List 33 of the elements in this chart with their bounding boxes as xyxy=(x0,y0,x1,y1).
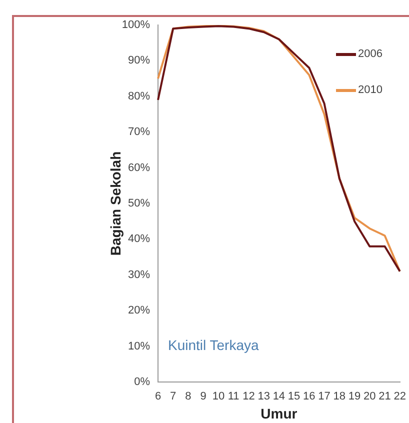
x-tick-label: 10 xyxy=(212,390,225,403)
x-tick-label: 16 xyxy=(303,390,316,403)
y-tick-label: 80% xyxy=(128,90,150,102)
legend-label: 2010 xyxy=(358,84,382,96)
x-tick-label: 7 xyxy=(170,390,176,403)
x-tick-label: 13 xyxy=(258,390,270,403)
annotation: Kuintil Terkaya xyxy=(168,337,259,354)
legend-label: 2006 xyxy=(358,48,382,60)
x-tick-label: 22 xyxy=(394,390,406,403)
x-tick-label: 14 xyxy=(272,390,286,403)
y-tick-label: 60% xyxy=(128,162,150,174)
y-tick-label: 10% xyxy=(128,340,150,352)
y-tick-label: 20% xyxy=(128,304,150,317)
y-tick-label: 70% xyxy=(128,126,150,138)
x-tick-label: 15 xyxy=(288,390,300,403)
x-tick-label: 8 xyxy=(185,390,192,403)
y-tick-label: 30% xyxy=(128,268,150,281)
y-tick-label: 50% xyxy=(128,198,150,210)
y-axis-title: Bagian Sekolah xyxy=(107,151,124,256)
x-tick-label: 12 xyxy=(242,390,255,403)
x-tick-label: 11 xyxy=(228,390,240,403)
x-tick-label: 21 xyxy=(378,390,391,403)
y-tick-label: 0% xyxy=(134,376,150,388)
y-tick-label: 100% xyxy=(122,19,150,32)
x-tick-label: 6 xyxy=(154,390,162,403)
x-tick-label: 18 xyxy=(333,390,346,403)
y-tick-label: 40% xyxy=(128,233,150,246)
x-axis-title: Umur xyxy=(260,405,298,422)
x-tick-label: 20 xyxy=(364,390,376,403)
y-tick-label: 90% xyxy=(128,54,150,67)
x-tick-label: 19 xyxy=(348,390,361,403)
x-tick-label: 9 xyxy=(200,390,206,403)
x-tick-label: 17 xyxy=(318,390,330,403)
